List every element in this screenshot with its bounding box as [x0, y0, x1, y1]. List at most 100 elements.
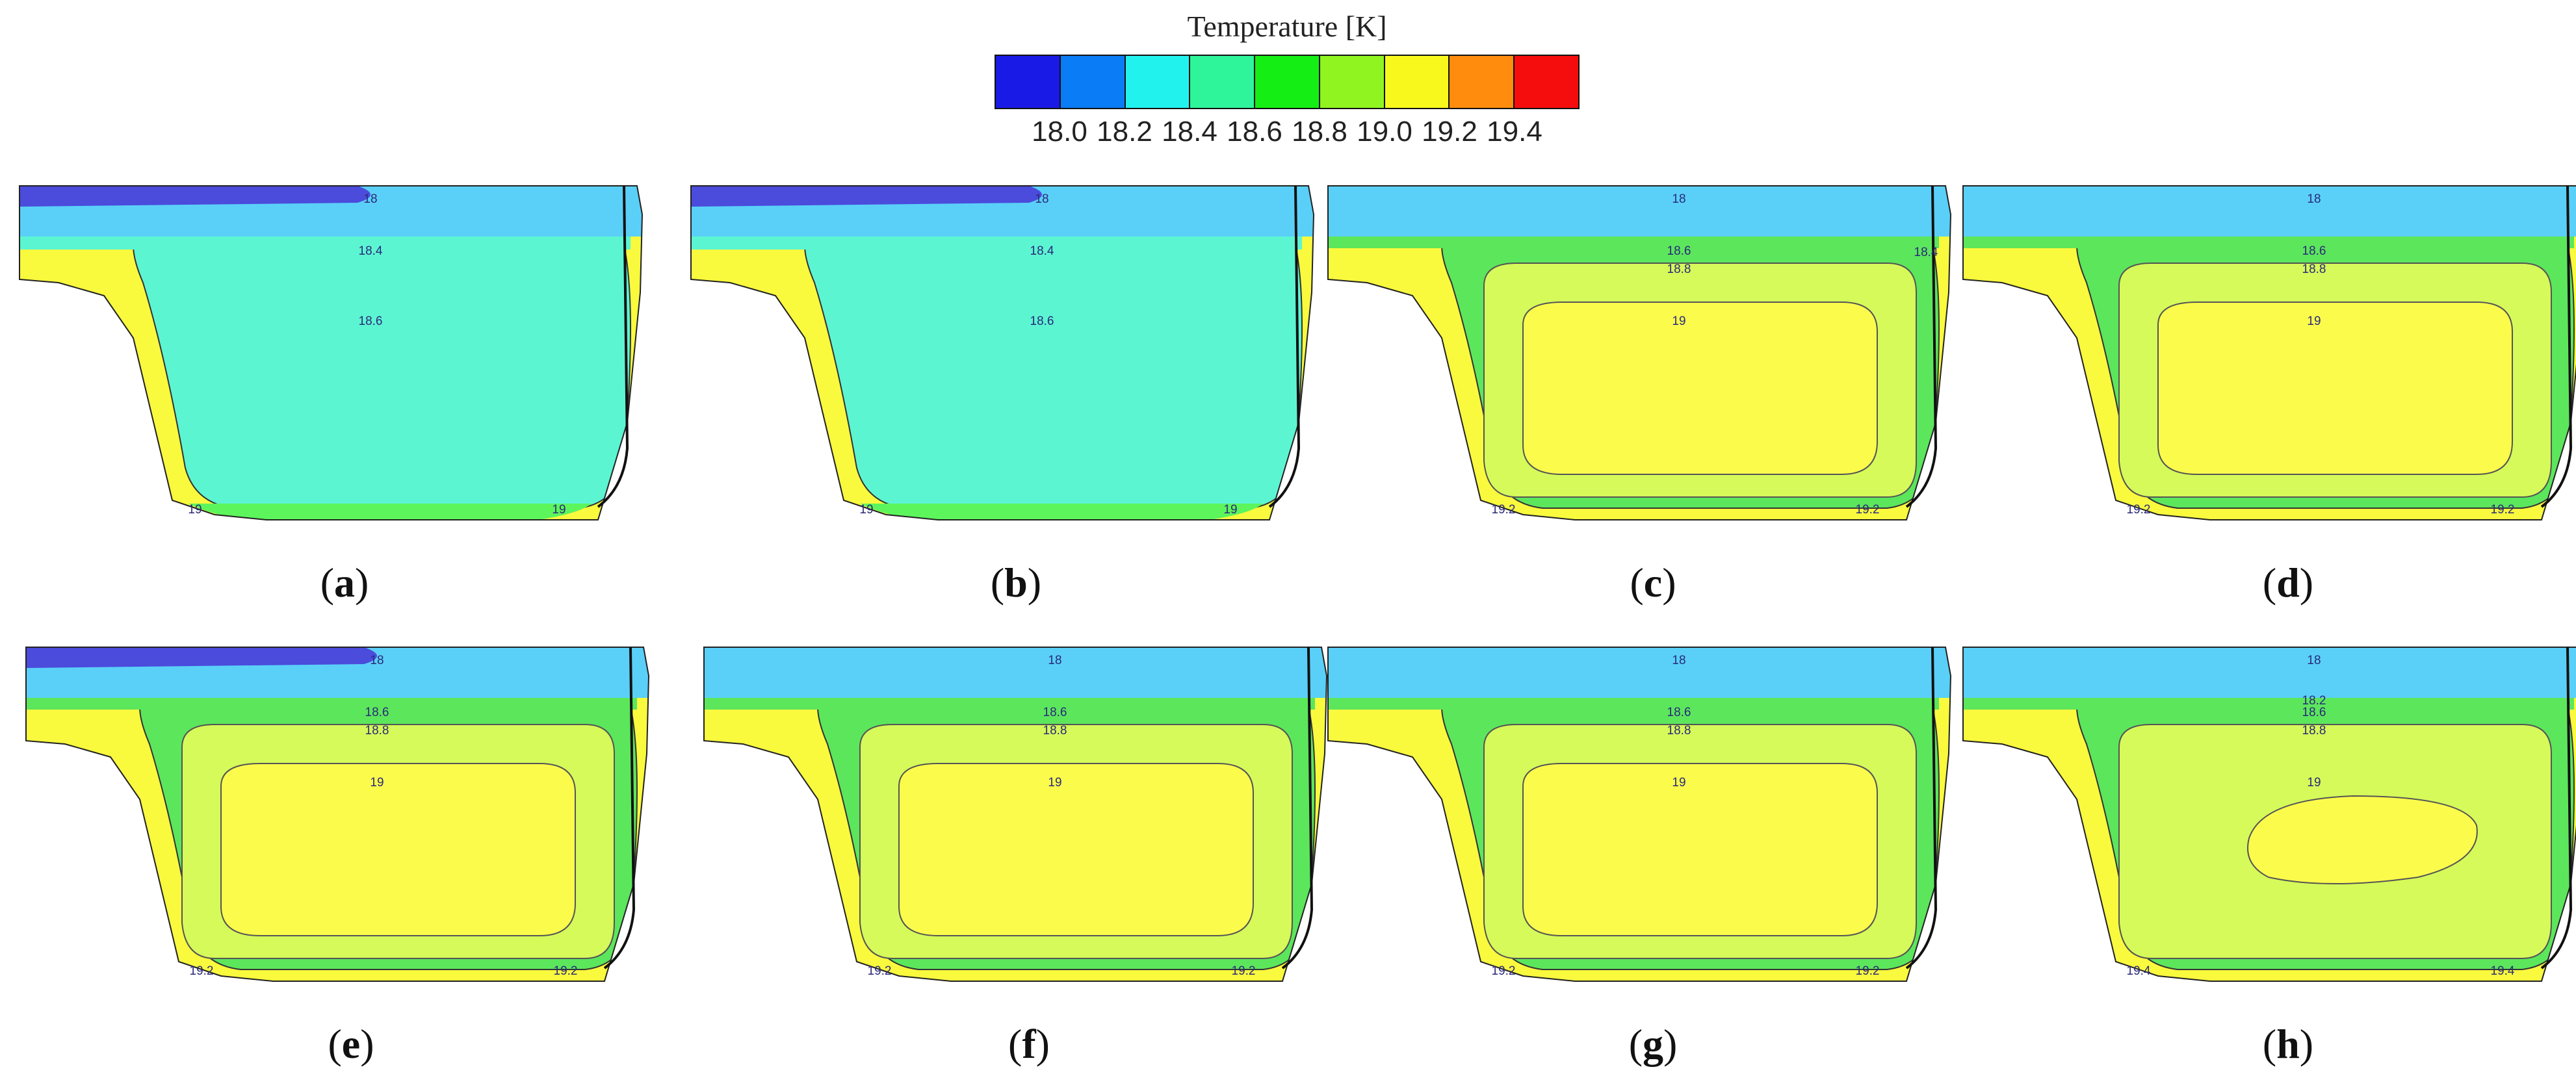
top-cold-layer: [1328, 186, 1951, 237]
contour-label: 19.4: [2127, 964, 2151, 978]
contour-label: 18.8: [1667, 263, 1691, 276]
contour-label: 19.2: [554, 964, 578, 978]
caption-paren-open: (: [1008, 1021, 1022, 1067]
wall-line: [603, 647, 636, 969]
top-cold-layer: [704, 647, 1327, 698]
contour-label: 18.6: [1667, 244, 1691, 258]
mid-layer: [1328, 237, 1939, 248]
contour-plot: 18 18.4 18.6 19 19: [19, 185, 644, 520]
contour-panel: 18 18.6 18.8 19 19.2 19.2: [25, 637, 663, 1001]
legend-swatch: [996, 56, 1061, 108]
legend-tick-label: 19.4: [1487, 116, 1542, 148]
legend-swatch: [1255, 56, 1320, 108]
legend-swatch: [1060, 56, 1126, 108]
contour-label: 19.2: [1856, 503, 1880, 517]
contour-label: 19: [2307, 314, 2321, 328]
mid-layer: [26, 698, 637, 710]
caption-paren-close: ): [1662, 559, 1676, 606]
contour-fill-group: [704, 647, 1327, 981]
bottom-warm-zone: [189, 504, 592, 520]
legend-tick-label: 19.0: [1357, 116, 1412, 148]
wall-line: [2540, 185, 2573, 508]
panel-caption: (c): [1555, 559, 1750, 607]
contour-label: 19: [1048, 776, 1061, 789]
mid-layer: [1328, 698, 1939, 710]
caption-paren-open: (: [1630, 559, 1644, 606]
contour-label: 18.6: [2302, 244, 2326, 258]
top-cold-layer: [1963, 186, 2576, 237]
contour-label: 19: [1223, 503, 1237, 517]
top-cold-layer: [1963, 647, 2576, 698]
legend-tick-label: 18.6: [1227, 116, 1282, 148]
contour-label: 18: [2307, 654, 2321, 667]
legend-tick-label: 18.2: [1097, 116, 1152, 148]
contour-label: 18.6: [1043, 706, 1067, 719]
contour-plot: 18 18.218.6 18.8 19 19.4 19.4: [1962, 647, 2576, 982]
bottom-warm-zone: [860, 504, 1263, 520]
contour-panel: 18 18.2 18.6 18.8 19 19.4 19.4: [1962, 637, 2576, 1001]
caption-paren-open: (: [1628, 1021, 1643, 1067]
caption-letter: h: [2276, 1021, 2300, 1067]
contour-fill-group: [1963, 647, 2576, 981]
contour-label: 19.2: [2127, 503, 2151, 517]
contour-label: 19: [188, 503, 202, 517]
legend-tick-label: 18.0: [1032, 116, 1087, 148]
contour-panel: 18 18.6 18.4 18.8 19 19.2 19.2: [1327, 175, 1965, 539]
contour-label: 19.2: [1232, 964, 1256, 978]
contour-label: 19.2: [2491, 503, 2515, 517]
contour-panel: 18 18.6 18.8 19 19.2 19.2: [1327, 637, 1965, 1001]
contour-label: 18.4: [359, 244, 383, 258]
ice-zone-18: [691, 186, 1042, 207]
legend-tick-labels: 18.0 18.2 18.4 18.6 18.8 19.0 19.2 19.4: [995, 116, 1580, 151]
core-zone-19: [1522, 302, 1878, 475]
panel-caption: (d): [2191, 559, 2386, 607]
domain-outline: [703, 647, 1328, 982]
contour-label: 18.6: [1030, 314, 1054, 328]
contour-label: 19.2: [868, 964, 892, 978]
mid-layer: [1963, 698, 2574, 710]
mid-layer: [704, 698, 1315, 710]
legend-swatch: [1385, 56, 1450, 108]
contour-label: 18: [363, 192, 377, 206]
contour-plot: 18 18.6 18.4 18.8 19 19.2 19.2: [1327, 185, 1952, 520]
ice-zone-18: [20, 186, 371, 207]
core-zone-19: [1522, 763, 1878, 936]
domain-outline: [25, 647, 650, 982]
core-zone-19: [2157, 302, 2513, 475]
contour-label: 18.2: [2302, 694, 2326, 708]
contour-label: 19: [859, 503, 873, 517]
legend-swatch: [1450, 56, 1515, 108]
domain-outline: [1327, 185, 1952, 520]
contour-label: 18: [2307, 192, 2321, 206]
contour-label: 19.4: [2491, 964, 2515, 978]
caption-letter: c: [1643, 559, 1663, 606]
contour-label: 19: [1672, 314, 1685, 328]
temperature-legend: Temperature [K] 18.0 18.2 18.4 18.6 18.8 19.0…: [995, 9, 1586, 152]
wall-line: [1905, 185, 1938, 508]
contour-label: 18.4: [1914, 246, 1938, 259]
domain-outline: [690, 185, 1315, 520]
contour-plot: 18 18.6 18.8 19 19.2 19.2: [703, 647, 1328, 982]
caption-letter: d: [2276, 559, 2300, 606]
caption-paren-close: ): [1035, 1021, 1050, 1067]
contour-panel: 18 18.4 18.6 19 19: [690, 175, 1328, 539]
contour-label: 18.6: [1667, 706, 1691, 719]
panel-caption: (a): [247, 559, 442, 607]
contour-label: 18: [370, 654, 384, 667]
domain-outline: [1327, 647, 1952, 982]
contour-plot: 18 18.4 18.6 19 19: [690, 185, 1315, 520]
contour-label: 18.4: [1030, 244, 1054, 258]
contour-fill-group: [1328, 186, 1951, 520]
mid-layer: [1963, 237, 2574, 248]
caption-paren-close: ): [355, 559, 369, 606]
caption-letter: a: [334, 559, 355, 606]
contour-panel: 18 18.4 18.6 19 19: [19, 175, 657, 539]
contour-plot: 18 18.6 18.8 19 19.2 19.2: [1962, 185, 2576, 520]
legend-swatch: [1320, 56, 1385, 108]
caption-letter: f: [1022, 1021, 1036, 1067]
top-cold-layer: [1328, 647, 1951, 698]
contour-fill-group: [1328, 647, 1951, 981]
mid-layer: [691, 237, 1302, 250]
bulk-zone-18-6: [803, 245, 1303, 509]
contour-label: 18: [1672, 654, 1685, 667]
